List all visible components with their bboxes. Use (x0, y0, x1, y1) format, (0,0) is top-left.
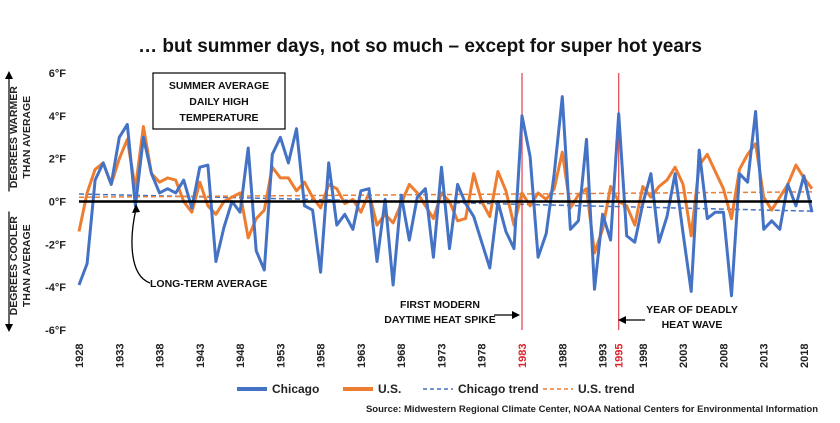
x-tick-label: 1938 (155, 344, 167, 368)
series-lines (77, 95, 814, 298)
annotation-heat-wave-line-1: YEAR OF DEADLY (646, 304, 738, 316)
x-tick-label: 1995 (614, 344, 626, 368)
arrow-up-icon (5, 71, 13, 79)
x-tick-label: 1948 (235, 344, 247, 368)
legend-label-us: U.S. (378, 382, 401, 396)
annotation-arrow-long-term-average (131, 208, 151, 284)
annotation-heat-spike-line-2: DAYTIME HEAT SPIKE (384, 314, 495, 326)
y-tick-label: -4°F (45, 282, 66, 294)
x-tick-label: 1978 (477, 344, 489, 368)
y-label-warmer-line: DEGREES WARMER (8, 86, 20, 189)
inset-label-line-1: SUMMER AVERAGE (169, 80, 269, 92)
legend-label-chicago: Chicago (272, 382, 319, 396)
annotation-long-term-average: LONG-TERM AVERAGE (150, 278, 267, 290)
y-label-cooler-line: DEGREES COOLER (8, 216, 20, 316)
legend-label-us-trend: U.S. trend (578, 382, 635, 396)
x-tick-label: 1933 (114, 344, 126, 368)
series-line-u-s-trend (78, 191, 813, 198)
x-tick-label: 2003 (678, 344, 690, 368)
y-tick-label: 6°F (49, 68, 67, 80)
x-tick-label: 1983 (517, 344, 529, 368)
inset-label-line-2: DAILY HIGH (189, 96, 249, 108)
y-axis-tick-labels: 6°F 4°F 2°F 0°F -2°F -4°F -6°F (45, 68, 66, 337)
x-tick-label: 1958 (316, 344, 328, 368)
trend-lines (78, 191, 813, 212)
x-tick-label: 1993 (598, 344, 610, 368)
y-tick-label: -2°F (45, 239, 66, 251)
x-tick-label: 1963 (356, 344, 368, 368)
y-tick-label: -6°F (45, 325, 66, 337)
arrow-down-icon (5, 324, 13, 332)
x-tick-label: 1943 (195, 344, 207, 368)
y-tick-label: 2°F (49, 154, 67, 166)
series-line-u-s- (77, 125, 814, 255)
x-tick-label: 1973 (436, 344, 448, 368)
x-axis-tick-labels: 1928 1933 1938 1943 1948 1953 1958 1963 1968 1973… (74, 344, 811, 368)
x-tick-label: 1953 (275, 344, 287, 368)
arrow-head-icon (132, 204, 140, 213)
y-label-warmer-line: THAN AVERAGE (21, 96, 33, 179)
x-tick-label: 1968 (396, 344, 408, 368)
x-tick-label: 1928 (74, 344, 86, 368)
x-tick-label: 2013 (759, 344, 771, 368)
inset-label-box (152, 72, 286, 130)
annotation-heat-wave-line-2: HEAT WAVE (662, 319, 723, 331)
y-label-cooler-line: THAN AVERAGE (21, 224, 33, 307)
chart-title: … but summer days, not so much – except … (138, 36, 702, 57)
x-tick-label: 2008 (718, 344, 730, 368)
y-tick-label: 0°F (49, 197, 67, 209)
x-tick-label: 1998 (638, 344, 650, 368)
legend: Chicago U.S. Chicago trend U.S. trend (237, 382, 635, 396)
legend-label-chicago-trend: Chicago trend (458, 382, 539, 396)
x-tick-label: 1988 (557, 344, 569, 368)
x-tick-label: 2018 (799, 344, 811, 368)
source-note: Source: Midwestern Regional Climate Cent… (366, 404, 818, 415)
arrow-head-icon (512, 311, 520, 319)
annotation-heat-spike-line-1: FIRST MODERN (400, 299, 480, 311)
y-tick-label: 4°F (49, 111, 67, 123)
series-line-chicago (77, 95, 814, 298)
inset-label-line-3: TEMPERATURE (179, 112, 258, 124)
arrow-head-icon (618, 316, 626, 324)
